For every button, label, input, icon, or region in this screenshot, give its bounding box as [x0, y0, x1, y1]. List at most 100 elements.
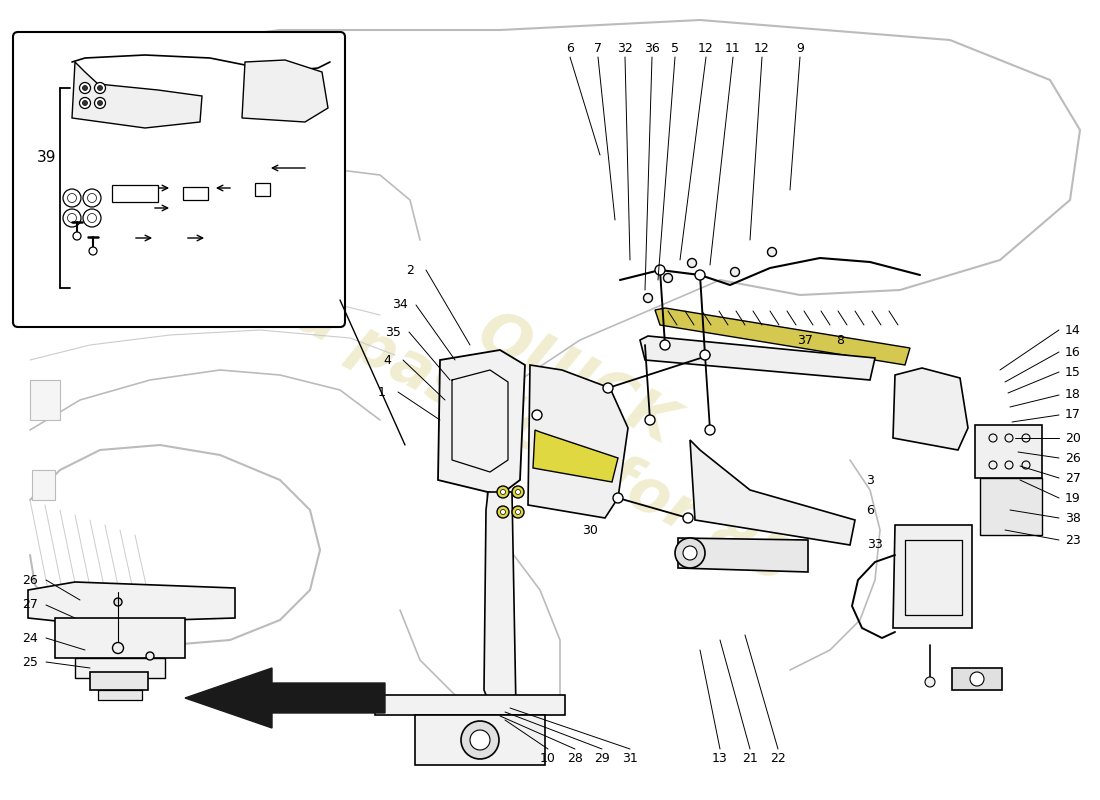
Polygon shape — [75, 658, 165, 678]
Text: QUICK
a passion for 85: QUICK a passion for 85 — [286, 224, 834, 596]
Polygon shape — [242, 60, 328, 122]
Text: 16: 16 — [1065, 346, 1080, 358]
Polygon shape — [183, 187, 208, 200]
Circle shape — [603, 383, 613, 393]
Text: 31: 31 — [623, 751, 638, 765]
Polygon shape — [415, 715, 544, 765]
Circle shape — [114, 598, 122, 606]
Circle shape — [67, 194, 77, 202]
Circle shape — [98, 101, 102, 106]
Text: 9: 9 — [796, 42, 804, 54]
Polygon shape — [72, 62, 202, 128]
Circle shape — [989, 434, 997, 442]
Text: 21: 21 — [742, 751, 758, 765]
Text: 20: 20 — [1065, 431, 1081, 445]
Circle shape — [1005, 461, 1013, 469]
Polygon shape — [112, 185, 158, 202]
Text: 25: 25 — [22, 655, 37, 669]
Text: 12: 12 — [755, 42, 770, 54]
Polygon shape — [98, 690, 142, 700]
Circle shape — [663, 274, 672, 282]
Text: 24: 24 — [22, 631, 37, 645]
Circle shape — [532, 410, 542, 420]
Circle shape — [98, 86, 102, 90]
Polygon shape — [375, 695, 565, 715]
Circle shape — [613, 493, 623, 503]
Text: 5: 5 — [671, 42, 679, 54]
Circle shape — [925, 677, 935, 687]
Circle shape — [82, 189, 101, 207]
Circle shape — [683, 546, 697, 560]
Text: 2: 2 — [406, 263, 414, 277]
Circle shape — [989, 461, 997, 469]
Circle shape — [461, 721, 499, 759]
Circle shape — [688, 258, 696, 267]
Circle shape — [660, 340, 670, 350]
Text: 11: 11 — [725, 42, 741, 54]
Circle shape — [82, 209, 101, 227]
Circle shape — [89, 247, 97, 255]
Circle shape — [497, 486, 509, 498]
Circle shape — [1022, 461, 1030, 469]
Circle shape — [112, 642, 123, 654]
Text: 38: 38 — [1065, 511, 1081, 525]
Text: 17: 17 — [1065, 409, 1081, 422]
Text: 26: 26 — [22, 574, 37, 586]
Polygon shape — [438, 350, 525, 495]
Circle shape — [705, 425, 715, 435]
Text: 14: 14 — [1065, 323, 1080, 337]
Polygon shape — [690, 440, 855, 545]
Text: 39: 39 — [37, 150, 57, 166]
Circle shape — [63, 189, 81, 207]
Polygon shape — [90, 672, 148, 690]
Text: 6: 6 — [566, 42, 574, 54]
Polygon shape — [640, 336, 874, 380]
Text: 6: 6 — [866, 503, 873, 517]
Circle shape — [88, 214, 97, 222]
Polygon shape — [32, 470, 55, 500]
Polygon shape — [528, 365, 628, 518]
Text: 37: 37 — [798, 334, 813, 346]
Text: 1: 1 — [378, 386, 386, 398]
Circle shape — [512, 506, 524, 518]
Circle shape — [645, 415, 654, 425]
Circle shape — [654, 265, 666, 275]
Text: 33: 33 — [867, 538, 883, 551]
Circle shape — [63, 209, 81, 227]
Circle shape — [516, 510, 520, 514]
FancyBboxPatch shape — [13, 32, 345, 327]
Polygon shape — [255, 183, 270, 196]
Circle shape — [500, 510, 506, 514]
Circle shape — [516, 490, 520, 494]
Circle shape — [95, 82, 106, 94]
Text: 13: 13 — [712, 751, 728, 765]
Text: 27: 27 — [1065, 471, 1081, 485]
Polygon shape — [28, 582, 235, 623]
Polygon shape — [30, 380, 60, 420]
Polygon shape — [980, 478, 1042, 535]
Text: 29: 29 — [594, 751, 609, 765]
Polygon shape — [893, 525, 972, 628]
Text: 30: 30 — [582, 523, 598, 537]
Text: 22: 22 — [770, 751, 785, 765]
Text: 26: 26 — [1065, 451, 1080, 465]
Circle shape — [497, 506, 509, 518]
Text: 4: 4 — [383, 354, 390, 366]
Circle shape — [73, 232, 81, 240]
Circle shape — [644, 294, 652, 302]
Circle shape — [79, 98, 90, 109]
Circle shape — [512, 486, 524, 498]
Circle shape — [1005, 434, 1013, 442]
Text: 3: 3 — [866, 474, 873, 486]
Polygon shape — [534, 430, 618, 482]
Circle shape — [675, 538, 705, 568]
Circle shape — [88, 194, 97, 202]
Text: 15: 15 — [1065, 366, 1081, 378]
Text: 23: 23 — [1065, 534, 1080, 546]
Circle shape — [67, 214, 77, 222]
Circle shape — [95, 98, 106, 109]
Text: 8: 8 — [836, 334, 844, 346]
Circle shape — [695, 270, 705, 280]
Text: 36: 36 — [645, 42, 660, 54]
Polygon shape — [185, 668, 385, 728]
